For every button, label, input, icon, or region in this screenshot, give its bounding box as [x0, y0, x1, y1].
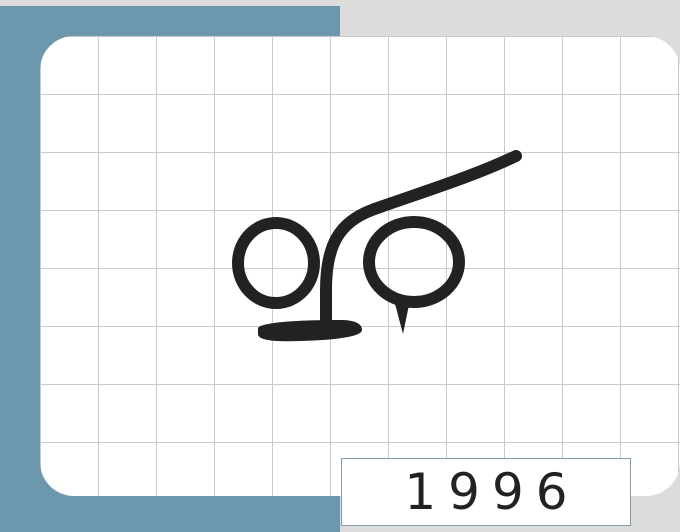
year-label: 1996	[404, 463, 580, 521]
grid-card	[40, 36, 680, 496]
calligraphy-glyph-icon	[232, 150, 522, 342]
year-label-box: 1996	[341, 458, 631, 526]
